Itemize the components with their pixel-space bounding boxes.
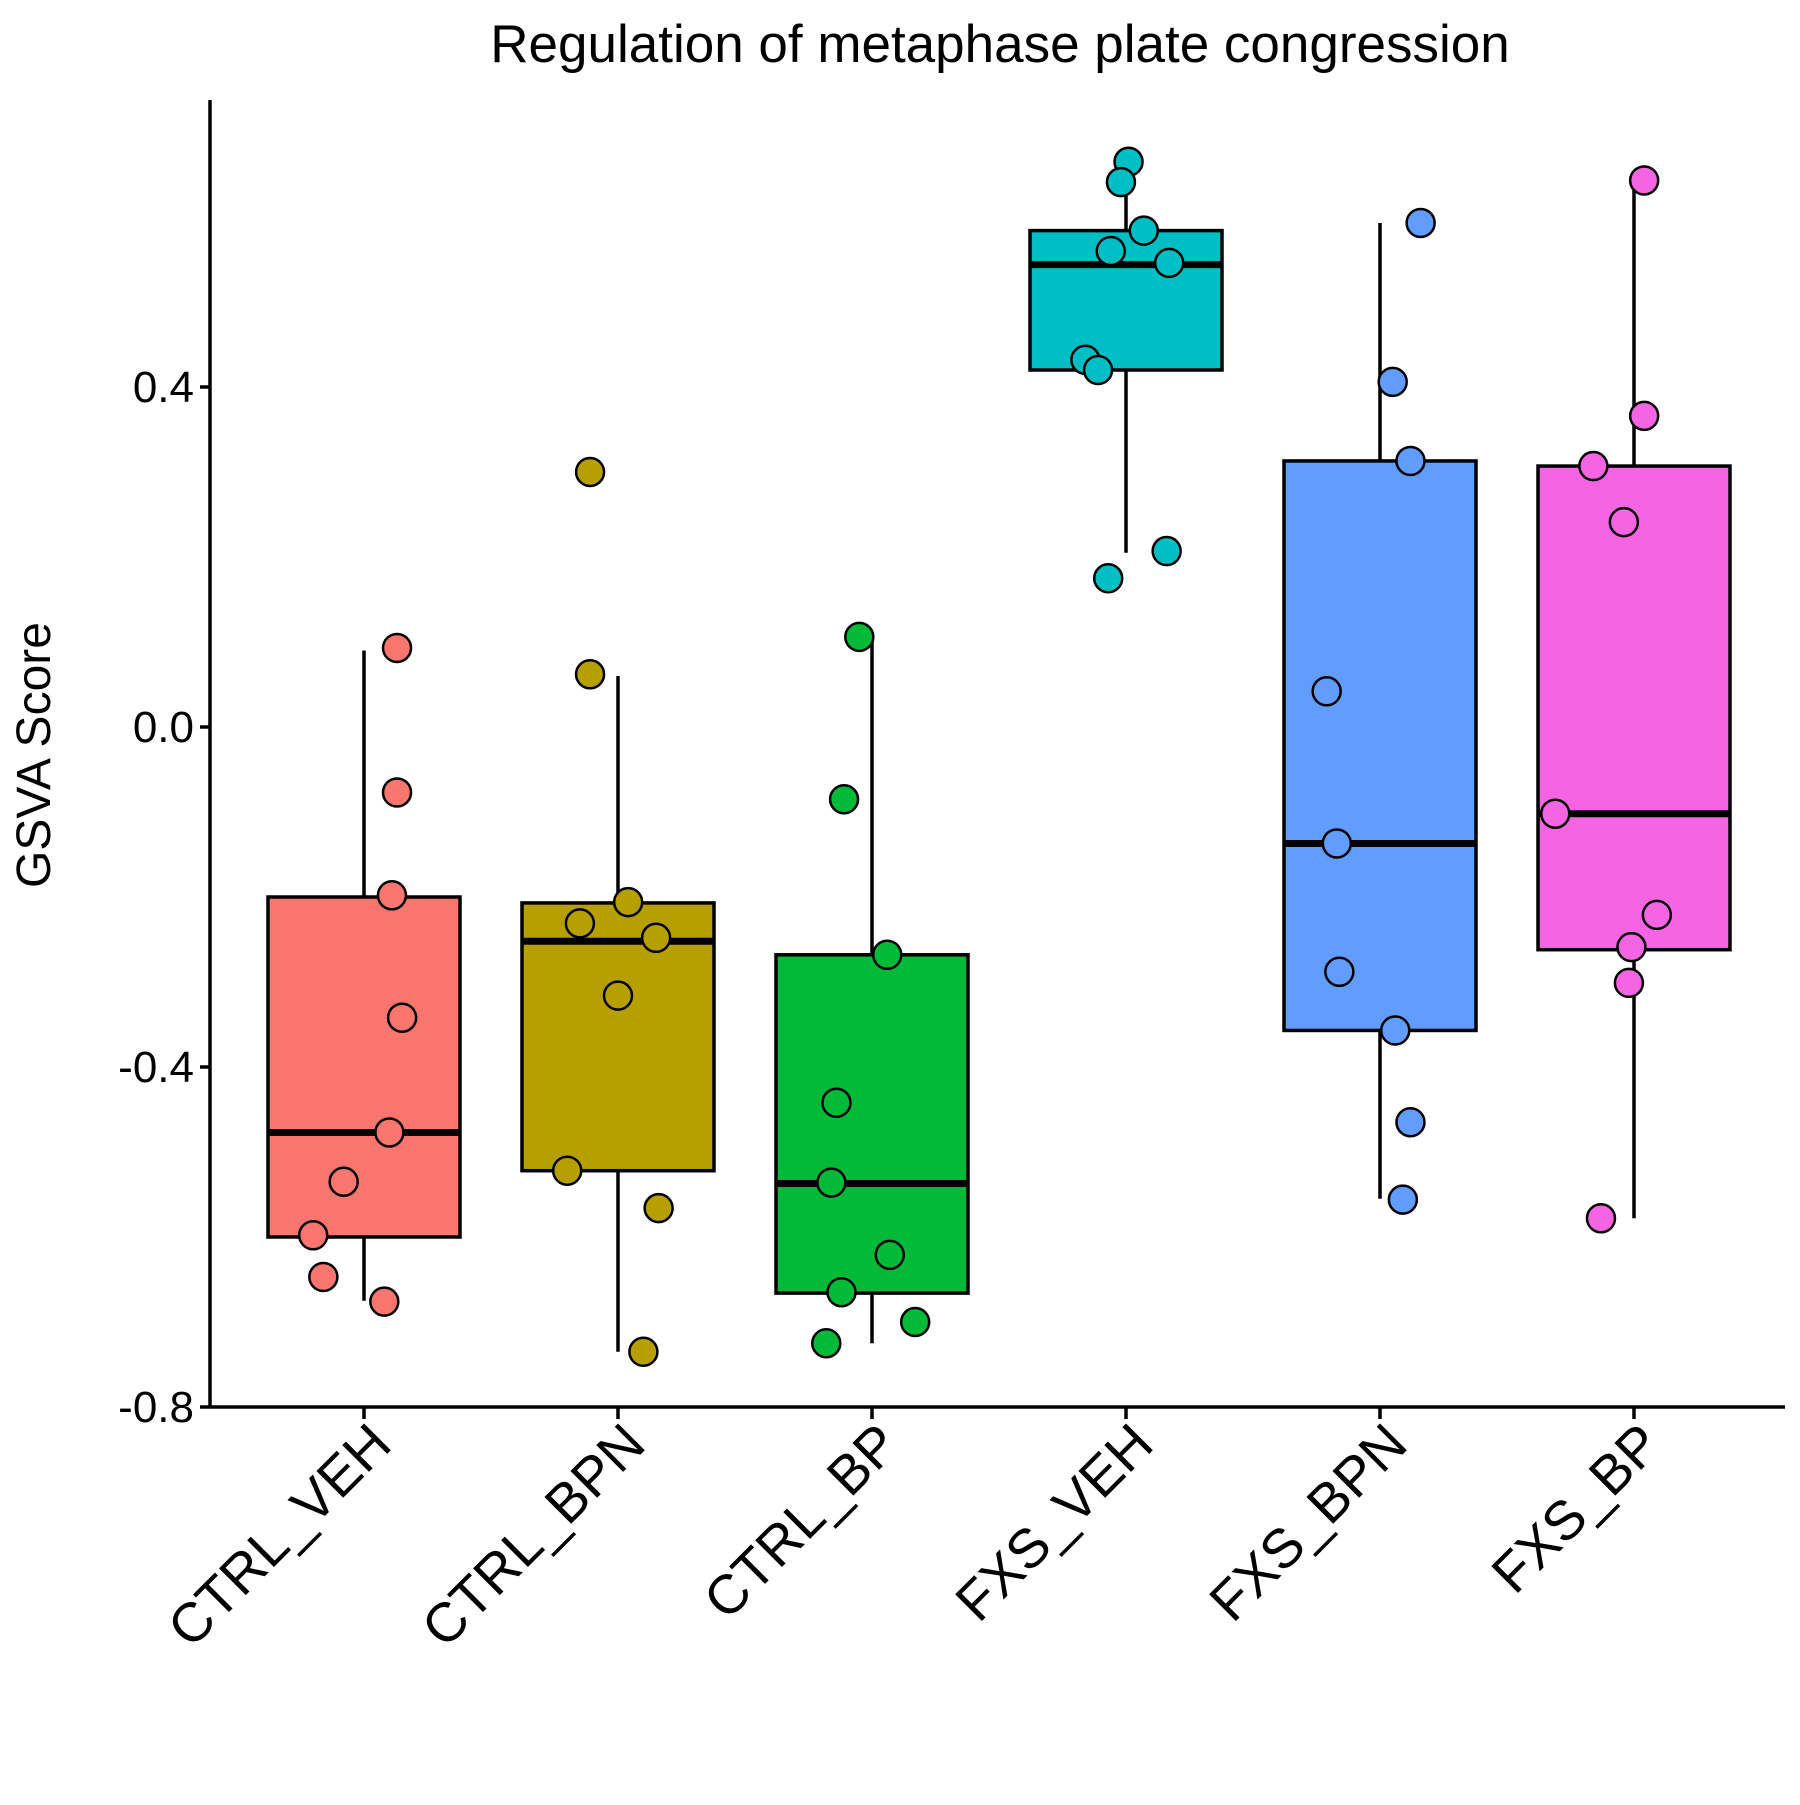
- data-point: [381, 632, 413, 664]
- data-point: [1321, 828, 1353, 859]
- data-point: [1151, 535, 1182, 567]
- data-point: [1641, 899, 1673, 931]
- data-point: [574, 456, 606, 488]
- data-point: [1628, 400, 1660, 432]
- data-point: [1608, 506, 1640, 538]
- data-point: [376, 880, 408, 911]
- y-tick-label: -0.4: [118, 1043, 194, 1092]
- data-point: [1128, 215, 1160, 246]
- data-point: [297, 1220, 329, 1251]
- data-point: [826, 1277, 857, 1308]
- data-point: [1578, 450, 1609, 482]
- x-tick-label: CTRL_VEH: [155, 1412, 402, 1659]
- box-group-ctrl-veh: [266, 632, 462, 1317]
- box-group-fxs-bp: [1536, 165, 1732, 1234]
- data-point: [874, 1239, 906, 1271]
- data-point: [1395, 1107, 1426, 1138]
- data-point: [1105, 166, 1137, 198]
- data-point: [328, 1166, 359, 1197]
- plot-area: [266, 146, 1732, 1367]
- data-point: [374, 1117, 405, 1148]
- data-point: [1405, 207, 1436, 239]
- data-point: [1095, 235, 1127, 267]
- x-tick-label: FXS_BPN: [1197, 1412, 1418, 1633]
- data-point: [1153, 247, 1185, 279]
- data-point: [871, 939, 903, 971]
- y-tick-label: -0.8: [118, 1383, 194, 1432]
- data-point: [1379, 1015, 1411, 1046]
- box: [520, 901, 716, 1173]
- x-tick-label: CTRL_BP: [692, 1412, 911, 1631]
- data-point: [1613, 967, 1645, 999]
- data-point: [828, 784, 860, 815]
- data-point: [1395, 445, 1426, 477]
- data-point: [551, 1155, 583, 1186]
- data-point: [1324, 956, 1355, 988]
- y-tick-label: 0.0: [133, 703, 194, 752]
- box-group-ctrl-bpn: [520, 456, 716, 1367]
- data-point: [816, 1167, 847, 1198]
- data-point: [640, 922, 672, 954]
- data-point: [643, 1192, 674, 1224]
- chart-title: Regulation of metaphase plate congressio…: [490, 15, 1509, 74]
- x-tick-label: CTRL_BPN: [409, 1412, 656, 1659]
- data-point: [1585, 1203, 1617, 1234]
- data-point: [1387, 1184, 1419, 1215]
- data-point: [308, 1261, 339, 1293]
- data-point: [1628, 165, 1660, 196]
- data-point: [386, 1002, 418, 1033]
- data-point: [574, 659, 606, 690]
- box-group-fxs-veh: [1028, 146, 1224, 594]
- data-point: [612, 886, 644, 918]
- data-point: [1616, 931, 1647, 963]
- box: [266, 895, 462, 1239]
- data-point: [369, 1286, 400, 1317]
- data-point: [821, 1087, 852, 1118]
- data-point: [381, 777, 413, 808]
- box: [1028, 228, 1224, 372]
- data-point: [1540, 798, 1571, 829]
- x-tick-label: FXS_VEH: [943, 1412, 1164, 1633]
- box-group-fxs-bpn: [1282, 207, 1478, 1215]
- box: [1282, 459, 1478, 1033]
- data-point: [844, 621, 875, 653]
- data-point: [602, 980, 634, 1011]
- y-tick-label: 0.4: [133, 363, 194, 412]
- data-point: [811, 1328, 842, 1359]
- box: [774, 953, 970, 1295]
- data-point: [899, 1306, 931, 1338]
- box-group-ctrl-bp: [774, 621, 970, 1359]
- data-point: [1377, 366, 1408, 398]
- data-point: [1082, 354, 1114, 386]
- data-point: [1311, 676, 1342, 707]
- y-axis-title: GSVA Score: [8, 622, 61, 888]
- x-tick-label: FXS_BP: [1479, 1412, 1672, 1605]
- box: [1536, 464, 1732, 952]
- data-point: [564, 908, 596, 939]
- data-point: [628, 1336, 659, 1367]
- data-point: [1092, 563, 1124, 594]
